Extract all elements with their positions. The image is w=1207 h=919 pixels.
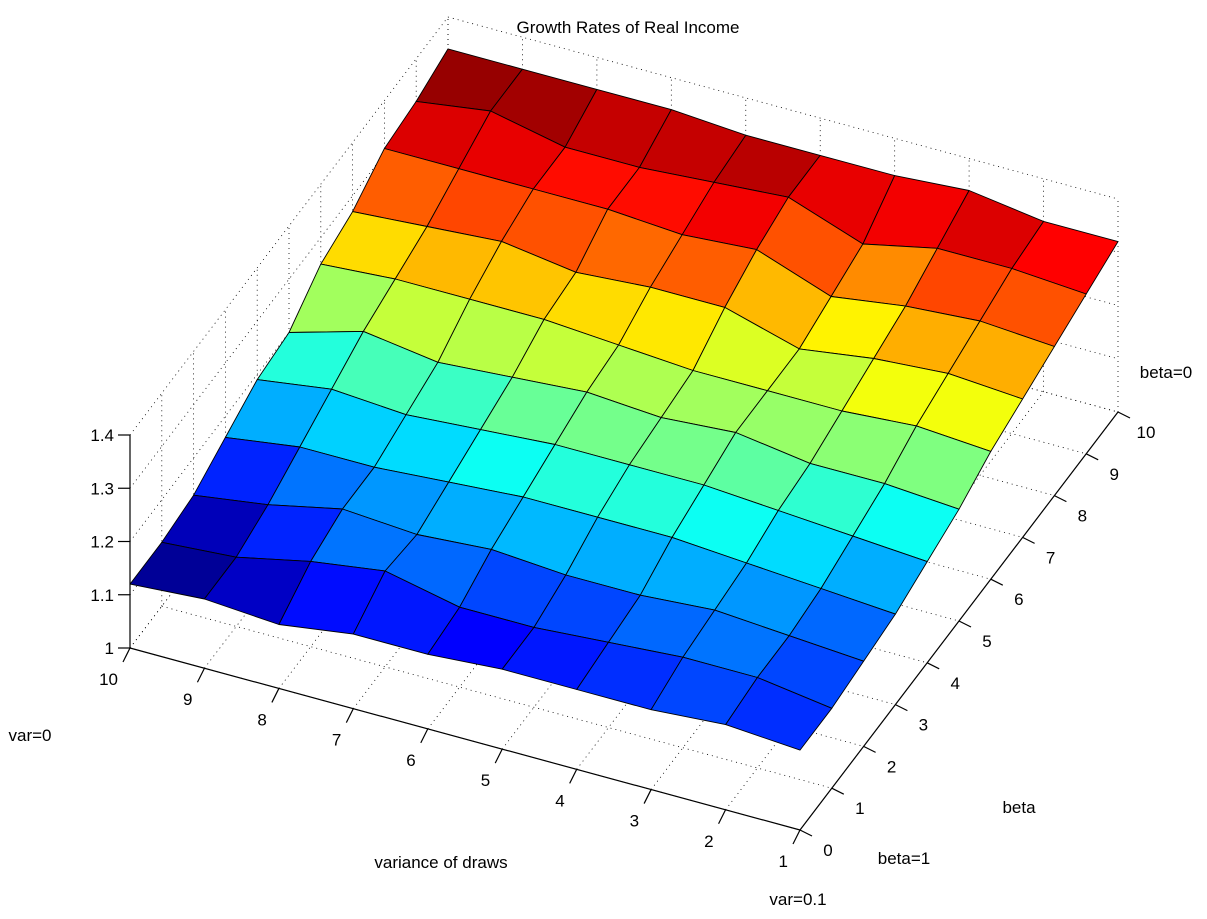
y-tick-label: 7: [1046, 548, 1055, 567]
y-tick-mark: [863, 745, 876, 753]
y-tick-mark: [990, 578, 1004, 586]
y-tick-mark: [1117, 411, 1131, 419]
y-tick-label: 3: [919, 716, 928, 735]
x-tick-label: 1: [779, 852, 788, 871]
x-tick-label: 10: [99, 670, 118, 689]
x-tick-mark: [196, 667, 205, 683]
x-tick-label: 9: [183, 690, 192, 709]
x-tick-mark: [643, 789, 652, 804]
x-tick-mark: [420, 728, 429, 744]
z-tick-label: 1.3: [90, 479, 114, 498]
x-tick-label: 5: [481, 771, 490, 790]
y-tick-label: 4: [950, 674, 959, 693]
annotation-beta-start: beta=1: [878, 849, 930, 868]
y-tick-label: 10: [1137, 423, 1156, 442]
x-tick-mark: [718, 809, 727, 825]
x-tick-mark: [792, 829, 801, 845]
x-tick-mark: [345, 708, 354, 723]
tick-layer: 1 2 3 4 5 6 7 8 9 10 0 1 2 3 4 5 6 7 8 9 10 1 1.1 1.2 1.3 1.4: [90, 411, 1156, 871]
y-tick-mark: [1054, 495, 1067, 503]
chart-title: Growth Rates of Real Income: [517, 18, 740, 37]
x-tick-label: 2: [704, 832, 713, 851]
y-tick-label: 1: [855, 799, 864, 818]
z-tick-label: 1.4: [90, 426, 114, 445]
x-axis-line: [129, 647, 801, 831]
z-tick-label: 1.1: [90, 586, 114, 605]
x-tick-label: 8: [257, 710, 266, 729]
x-tick-label: 4: [555, 791, 564, 810]
y-tick-label: 6: [1014, 590, 1023, 609]
y-tick-mark: [1085, 453, 1099, 461]
x-tick-label: 6: [406, 751, 415, 770]
y-tick-mark: [799, 829, 813, 837]
annotation-beta-end: beta=0: [1140, 363, 1192, 382]
y-tick-label: 5: [982, 632, 991, 651]
x-tick-label: 3: [630, 812, 639, 831]
y-tick-label: 8: [1078, 507, 1087, 526]
x-tick-mark: [494, 748, 503, 764]
y-tick-mark: [831, 787, 845, 795]
x-tick-mark: [271, 688, 280, 703]
surface-layer: [129, 48, 1119, 751]
annotation-var-start: var=0: [9, 726, 52, 745]
surface-patch: [725, 677, 833, 751]
x-axis-label: variance of draws: [374, 853, 507, 872]
y-tick-mark: [926, 662, 940, 670]
y-tick-label: 2: [887, 757, 896, 776]
y-axis-label: beta: [1002, 798, 1036, 817]
x-tick-mark: [569, 769, 578, 784]
x-tick-label: 7: [332, 731, 341, 750]
x-tick-mark: [122, 647, 131, 663]
y-tick-label: 9: [1109, 465, 1118, 484]
y-tick-label: 0: [823, 841, 832, 860]
z-tick-label: 1.2: [90, 533, 114, 552]
z-tick-label: 1: [105, 639, 114, 658]
grid-line-z-back: [447, 16, 1119, 200]
y-tick-mark: [895, 704, 908, 712]
y-tick-mark: [1022, 536, 1035, 544]
annotation-var-end: var=0.1: [769, 890, 826, 909]
y-tick-mark: [958, 620, 972, 628]
grid-line-y-floor: [161, 605, 832, 789]
